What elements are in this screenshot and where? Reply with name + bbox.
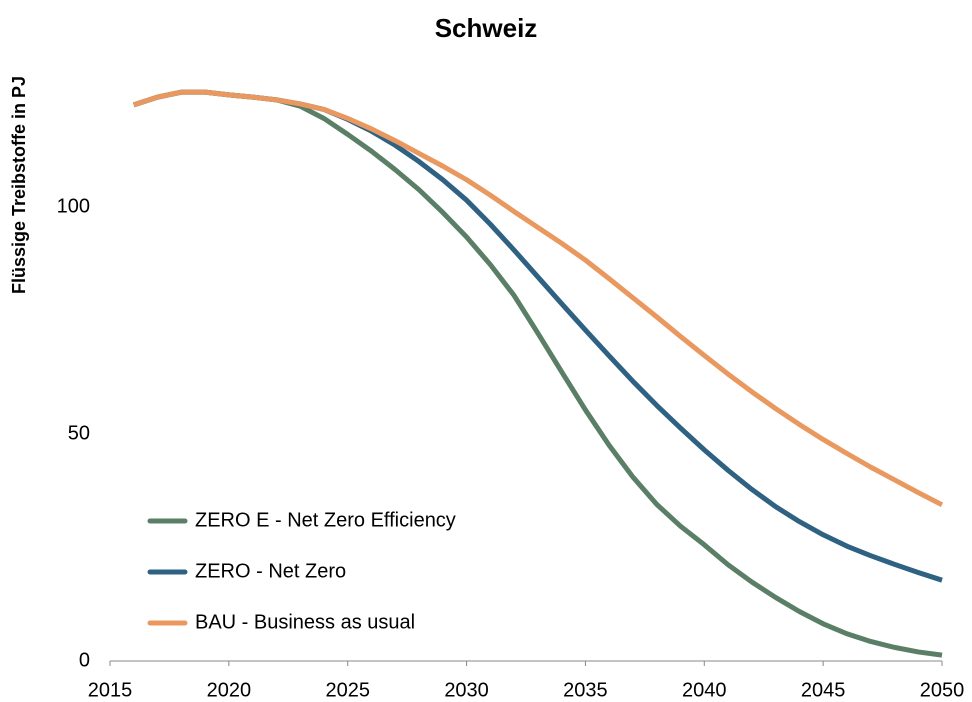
legend-label: BAU - Business as usual xyxy=(195,611,415,633)
x-tick-label: 2035 xyxy=(563,679,608,701)
x-tick-label: 2015 xyxy=(88,679,133,701)
legend-label: ZERO - Net Zero xyxy=(195,560,346,582)
x-tick-label: 2050 xyxy=(920,679,965,701)
x-tick-label: 2040 xyxy=(682,679,727,701)
series-line xyxy=(132,89,944,508)
y-tick-label: 0 xyxy=(79,649,90,671)
x-tick-label: 2030 xyxy=(444,679,489,701)
y-tick-label: 50 xyxy=(68,422,90,444)
y-tick-label: 100 xyxy=(57,195,90,217)
y-axis-label: Flüssige Treibstoffe in PJ xyxy=(9,76,29,294)
x-tick-label: 2045 xyxy=(801,679,846,701)
legend-label: ZERO E - Net Zero Efficiency xyxy=(195,509,456,531)
x-tick-label: 2025 xyxy=(325,679,370,701)
chart-title: Schweiz xyxy=(435,13,538,43)
x-tick-label: 2020 xyxy=(207,679,252,701)
